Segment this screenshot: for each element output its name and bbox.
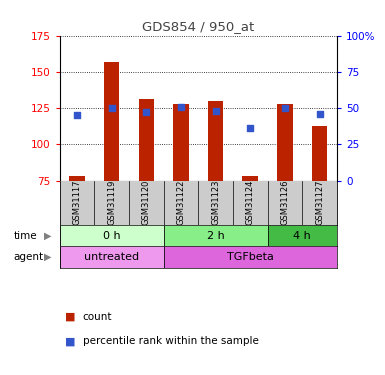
Text: ■: ■ [65,312,76,322]
Point [143,110,149,116]
Text: agent: agent [13,252,44,262]
FancyBboxPatch shape [164,246,337,268]
Text: GSM31123: GSM31123 [211,180,220,225]
Text: GSM31120: GSM31120 [142,180,151,225]
Bar [139,99,154,181]
Text: 2 h: 2 h [207,231,224,240]
Text: GSM31122: GSM31122 [176,180,186,225]
Text: ▶: ▶ [44,252,52,262]
Bar [104,62,119,181]
FancyBboxPatch shape [268,225,337,246]
Text: GSM31126: GSM31126 [280,180,290,225]
Point [213,108,219,114]
FancyBboxPatch shape [60,225,164,246]
Text: GSM31127: GSM31127 [315,180,324,225]
Bar [69,176,85,181]
Title: GDS854 / 950_at: GDS854 / 950_at [142,20,254,33]
Bar [312,126,327,181]
Bar [243,176,258,181]
Text: ■: ■ [65,336,76,346]
Text: 4 h: 4 h [293,231,311,240]
Bar [208,101,223,181]
Text: GSM31117: GSM31117 [72,180,82,225]
Point [74,112,80,118]
Point [282,105,288,111]
Text: untreated: untreated [84,252,139,262]
Point [247,125,253,131]
Point [178,104,184,110]
Bar [173,104,189,181]
Text: 0 h: 0 h [103,231,121,240]
Text: ▶: ▶ [44,231,52,240]
Point [109,105,115,111]
Bar [277,104,293,181]
Text: percentile rank within the sample: percentile rank within the sample [83,336,259,346]
FancyBboxPatch shape [164,225,268,246]
Point [316,111,323,117]
Text: GSM31124: GSM31124 [246,180,255,225]
Text: TGFbeta: TGFbeta [227,252,274,262]
Text: time: time [13,231,37,240]
Text: count: count [83,312,112,322]
Text: GSM31119: GSM31119 [107,180,116,225]
FancyBboxPatch shape [60,246,164,268]
